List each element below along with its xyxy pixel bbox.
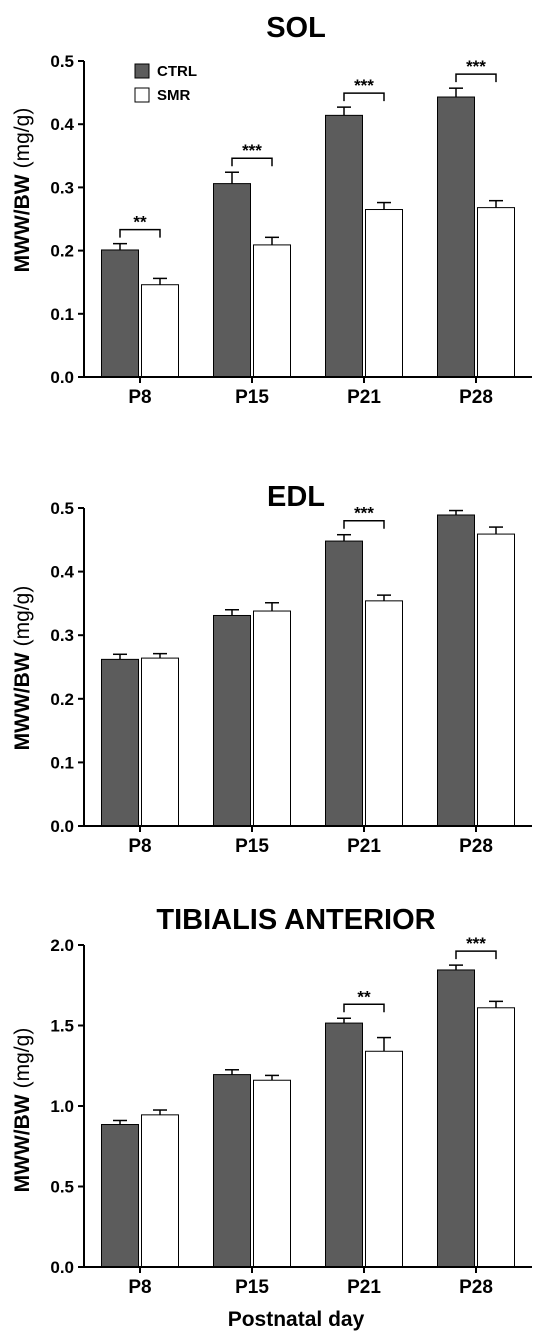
bar-ctrl <box>437 969 475 1268</box>
significance-label: *** <box>354 76 374 95</box>
y-tick-label: 0.4 <box>50 563 74 582</box>
significance-bracket <box>455 73 497 83</box>
y-tick-label: 0.3 <box>50 178 74 197</box>
bar-smr <box>477 1007 515 1268</box>
y-tick-label: 2.0 <box>50 936 74 955</box>
x-tick-label: P8 <box>128 836 151 857</box>
significance-bracket <box>119 228 161 238</box>
bar-smr <box>477 207 515 378</box>
panel-title: EDL <box>267 481 325 513</box>
bar-ctrl <box>437 96 475 378</box>
significance-bracket <box>455 950 497 960</box>
y-tick-label: 1.5 <box>50 1017 74 1036</box>
plot-area-sol: 0.0 0.1 0.2 0.3 0.4 0.5 ** P8 *** P15 *** P21 *** P28 <box>50 52 532 408</box>
significance-bracket <box>343 92 385 102</box>
significance-label: *** <box>242 141 262 160</box>
y-tick-label: 0.2 <box>50 690 74 709</box>
significance-label: ** <box>357 987 371 1006</box>
bar-smr <box>365 1050 403 1268</box>
x-tick-label: P28 <box>459 836 493 857</box>
bar-ctrl <box>325 1022 363 1268</box>
bar-smr <box>253 244 291 378</box>
panel-title: TIBIALIS ANTERIOR <box>156 904 435 936</box>
legend: CTRL SMR <box>134 63 197 104</box>
plot-area-edl: 0.0 0.1 0.2 0.3 0.4 0.5 P8 P15 *** P21 P28 <box>50 499 532 857</box>
y-tick-label: 0.2 <box>50 242 74 261</box>
significance-label: ** <box>133 213 147 232</box>
bar-smr <box>141 657 179 827</box>
x-tick-label: P28 <box>459 1277 493 1298</box>
bar-smr <box>253 1079 291 1268</box>
bar-smr <box>477 533 515 827</box>
significance-label: *** <box>354 504 374 523</box>
bar-ctrl <box>101 249 139 378</box>
bar-smr <box>253 610 291 827</box>
bar-ctrl <box>437 514 475 827</box>
legend-swatch-ctrl <box>134 63 150 79</box>
significance-label: *** <box>466 57 486 76</box>
y-tick-label: 0.1 <box>50 753 74 772</box>
y-tick-label: 0.0 <box>50 368 74 387</box>
legend-label-smr: SMR <box>157 87 191 104</box>
panel-title: SOL <box>266 12 326 44</box>
x-axis-title: Postnatal day <box>228 1308 365 1331</box>
bar-smr <box>141 284 179 378</box>
bar-ctrl <box>325 114 363 378</box>
bar-ctrl <box>213 614 251 827</box>
bar-smr <box>141 1114 179 1268</box>
y-tick-label: 0.1 <box>50 305 74 324</box>
bar-ctrl <box>213 183 251 378</box>
legend-label-ctrl: CTRL <box>157 63 197 80</box>
y-axis-label: MWW/BW(mg/g) <box>11 586 34 751</box>
bar-ctrl <box>101 658 139 827</box>
panel-edl: EDL MWW/BW(mg/g) 0.0 0.1 0.2 0.3 0.4 0.5 P8 P15… <box>11 481 532 857</box>
significance-label: *** <box>466 934 486 953</box>
y-tick-label: 0.5 <box>50 499 74 518</box>
x-tick-label: P15 <box>235 387 269 408</box>
x-tick-label: P15 <box>235 1277 269 1298</box>
x-tick-label: P8 <box>128 1277 151 1298</box>
bar-ctrl <box>101 1124 139 1268</box>
x-tick-label: P15 <box>235 836 269 857</box>
panel-sol: SOL MWW/BW(mg/g) CTRL SMR 0.00.10.20.30.… <box>11 12 532 408</box>
y-tick-label: 0.0 <box>50 1258 74 1277</box>
x-tick-label: P21 <box>347 387 381 408</box>
bar-ctrl <box>213 1074 251 1268</box>
y-tick-label: 0.4 <box>50 115 74 134</box>
y-tick-label: 0.0 <box>50 817 74 836</box>
x-tick-label: P21 <box>347 1277 381 1298</box>
x-tick-label: P8 <box>128 387 151 408</box>
plot-area-tibialis-anterior: 0.0 0.5 1.0 1.5 2.0 P8 P15 ** P21 *** P28 <box>50 934 532 1298</box>
bar-ctrl <box>325 540 363 827</box>
significance-bracket <box>231 157 273 167</box>
y-axis-label: MWW/BW(mg/g) <box>11 1028 34 1193</box>
x-tick-label: P21 <box>347 836 381 857</box>
legend-swatch-smr <box>134 87 150 103</box>
y-tick-label: 0.5 <box>50 52 74 71</box>
significance-bracket <box>343 519 385 529</box>
y-tick-label: 0.5 <box>50 1178 74 1197</box>
y-tick-label: 1.0 <box>50 1097 74 1116</box>
bar-smr <box>365 600 403 827</box>
significance-bracket <box>343 1003 385 1013</box>
bar-smr <box>365 209 403 378</box>
x-tick-label: P28 <box>459 387 493 408</box>
y-tick-label: 0.3 <box>50 626 74 645</box>
y-axis-label: MWW/BW(mg/g) <box>11 108 34 273</box>
panel-tibialis-anterior: TIBIALIS ANTERIOR MWW/BW(mg/g) 0.0 0.5 1.0… <box>11 904 532 1331</box>
